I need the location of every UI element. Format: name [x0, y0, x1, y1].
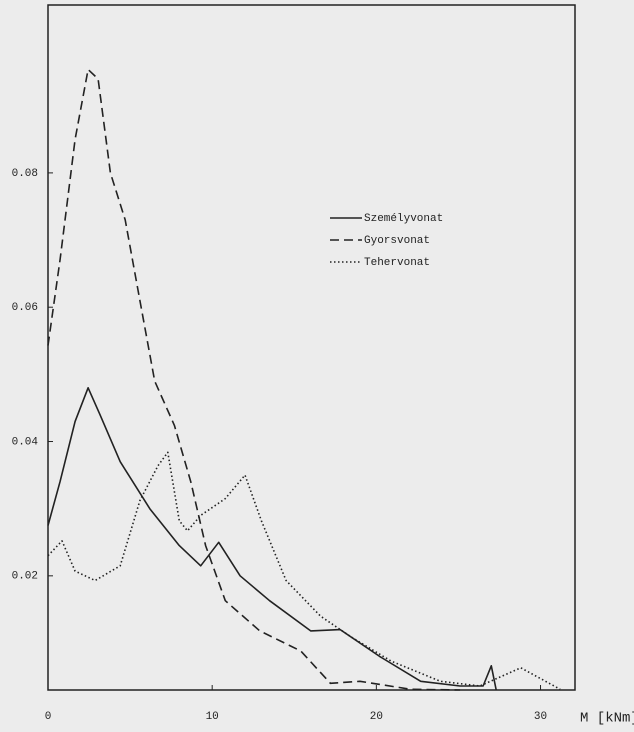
x-tick-label: 20	[370, 711, 383, 723]
legend-label: Személyvonat	[364, 213, 443, 225]
page: M [kNm] 0.02 0.04 0.06 0.08 0 10 20 30 Személyvo…	[0, 0, 634, 732]
x-tick-label: 0	[45, 711, 52, 723]
x-axis-label: M [kNm]	[580, 711, 634, 727]
legend-label: Tehervonat	[364, 257, 430, 269]
x-tick-label: 10	[206, 711, 219, 723]
legend-label: Gyorsvonat	[364, 235, 430, 247]
y-tick-label: 0.04	[12, 436, 39, 448]
background	[0, 0, 634, 732]
x-tick-label: 30	[534, 711, 547, 723]
y-tick-label: 0.08	[12, 168, 38, 180]
y-tick-label: 0.02	[12, 571, 38, 583]
chart: M [kNm] 0.02 0.04 0.06 0.08 0 10 20 30 Személyvo…	[0, 0, 634, 732]
y-tick-label: 0.06	[12, 302, 38, 314]
